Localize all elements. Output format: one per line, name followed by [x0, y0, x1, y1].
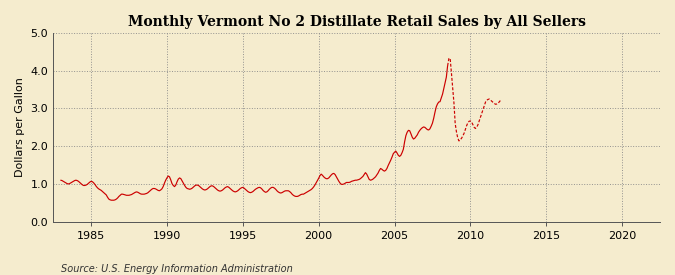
Text: Source: U.S. Energy Information Administration: Source: U.S. Energy Information Administ… — [61, 264, 292, 274]
Y-axis label: Dollars per Gallon: Dollars per Gallon — [15, 77, 25, 177]
Title: Monthly Vermont No 2 Distillate Retail Sales by All Sellers: Monthly Vermont No 2 Distillate Retail S… — [128, 15, 586, 29]
